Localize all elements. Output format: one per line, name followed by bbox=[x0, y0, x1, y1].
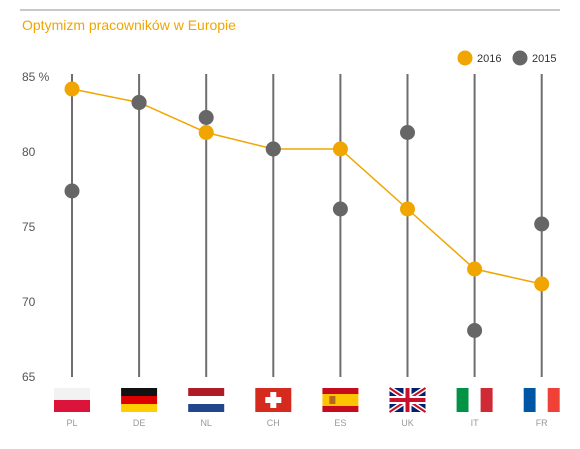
category-label: DE bbox=[133, 418, 146, 428]
point-2015 bbox=[534, 216, 550, 232]
point-2015 bbox=[64, 183, 80, 199]
flag-es-icon bbox=[322, 388, 359, 412]
point-2015 bbox=[332, 201, 348, 217]
series-2016-line bbox=[71, 88, 542, 285]
point-2016 bbox=[64, 81, 80, 97]
point-2016 bbox=[400, 201, 415, 217]
flag-nl-icon bbox=[188, 388, 225, 412]
point-2015 bbox=[467, 323, 483, 338]
category-label: NL bbox=[200, 418, 212, 428]
y-tick-label: 85 % bbox=[22, 70, 50, 84]
flag-de-icon bbox=[121, 388, 158, 412]
point-2016 bbox=[534, 276, 550, 292]
legend-swatch-2016 bbox=[457, 50, 473, 66]
top-rule bbox=[20, 9, 560, 11]
y-tick-label: 70 bbox=[22, 295, 36, 309]
point-2015 bbox=[198, 110, 214, 125]
y-tick-label: 80 bbox=[22, 145, 36, 159]
flag-it-icon bbox=[456, 388, 493, 412]
category-label: FR bbox=[536, 418, 548, 428]
flag-fr-icon bbox=[523, 388, 560, 412]
y-tick-label: 75 bbox=[22, 220, 36, 234]
flag-ch-icon bbox=[255, 388, 292, 412]
category-label: UK bbox=[401, 418, 414, 428]
point-2016 bbox=[467, 261, 483, 277]
point-2015 bbox=[131, 95, 147, 110]
category-label: ES bbox=[334, 418, 346, 428]
legend-label-2016: 2016 bbox=[477, 53, 501, 65]
y-tick-label: 65 bbox=[22, 370, 36, 384]
category-label: PL bbox=[66, 418, 77, 428]
point-2015 bbox=[400, 125, 415, 140]
point-2015 bbox=[265, 141, 281, 157]
flag-uk-icon bbox=[388, 385, 427, 415]
point-2016 bbox=[332, 141, 348, 157]
legend-label-2015: 2015 bbox=[532, 53, 556, 65]
legend-swatch-2015 bbox=[512, 50, 528, 66]
legend: 2016 2015 bbox=[457, 50, 556, 66]
point-2016 bbox=[198, 125, 214, 140]
flag-pl-icon bbox=[54, 388, 90, 412]
chart-title: Optymizm pracowników w Europie bbox=[22, 17, 236, 33]
category-label: CH bbox=[267, 418, 280, 428]
category-label: IT bbox=[471, 418, 480, 428]
